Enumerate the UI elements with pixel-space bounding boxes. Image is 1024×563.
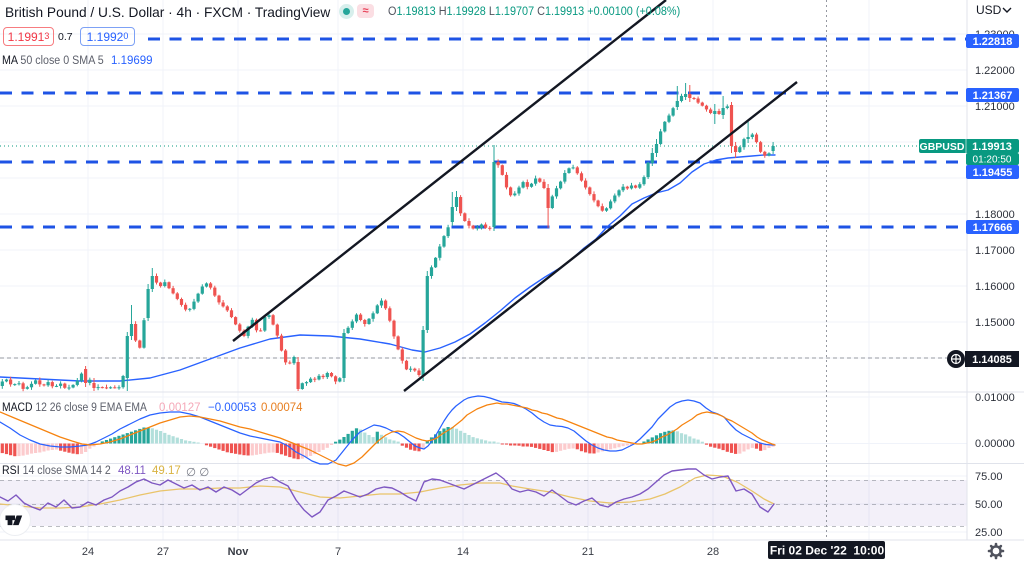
svg-text:USD: USD [976,3,1002,17]
svg-text:1.21000: 1.21000 [975,101,1015,113]
svg-text:1.14085: 1.14085 [972,354,1012,366]
svg-text:7: 7 [335,546,341,558]
svg-text:28: 28 [707,546,719,558]
svg-text:1.16000: 1.16000 [975,281,1015,293]
svg-text:1.17666: 1.17666 [973,222,1013,234]
svg-text:1.17000: 1.17000 [975,245,1015,257]
svg-text:01:20:50: 01:20:50 [973,155,1012,166]
svg-text:27: 27 [157,546,169,558]
svg-text:21: 21 [582,546,594,558]
svg-text:0.00000: 0.00000 [975,438,1015,450]
svg-text:GBPUSD: GBPUSD [920,141,965,153]
svg-text:1.18000: 1.18000 [975,209,1015,221]
svg-text:0.01000: 0.01000 [975,392,1015,404]
svg-text:Nov: Nov [228,546,250,558]
svg-text:75.00: 75.00 [975,471,1003,483]
svg-text:1.21367: 1.21367 [973,90,1013,102]
svg-text:25.00: 25.00 [975,527,1003,539]
svg-text:1.19913: 1.19913 [972,141,1012,153]
svg-text:1.19455: 1.19455 [973,167,1013,179]
svg-text:1.15000: 1.15000 [975,317,1015,329]
svg-text:50.00: 50.00 [975,499,1003,511]
svg-text:1.22818: 1.22818 [973,36,1013,48]
svg-text:Fri 02 Dec '22 10:00: Fri 02 Dec '22 10:00 [770,544,885,558]
svg-text:14: 14 [457,546,469,558]
svg-text:1.22000: 1.22000 [975,65,1015,77]
svg-text:24: 24 [82,546,94,558]
